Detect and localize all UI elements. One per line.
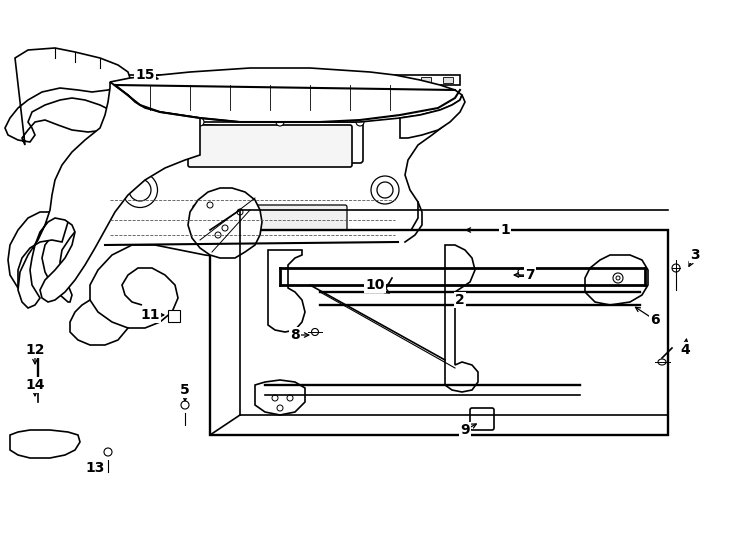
Bar [201, 77, 211, 83]
Bar [267, 77, 277, 83]
Text: 6: 6 [650, 313, 660, 327]
Circle shape [416, 108, 424, 116]
Text: 5: 5 [180, 383, 190, 397]
Text: 2: 2 [455, 293, 465, 307]
Text: 10: 10 [366, 278, 385, 292]
Bar [315, 72, 325, 78]
Bar [377, 77, 387, 83]
Polygon shape [18, 82, 200, 308]
Circle shape [196, 118, 204, 126]
Polygon shape [585, 255, 648, 305]
Circle shape [347, 79, 353, 85]
Text: 13: 13 [85, 461, 105, 475]
Bar [115, 75, 460, 85]
Polygon shape [268, 250, 305, 332]
Text: 1: 1 [500, 223, 510, 237]
Text: 8: 8 [290, 328, 300, 342]
Bar [333, 77, 343, 83]
Polygon shape [5, 48, 130, 145]
Circle shape [276, 118, 284, 126]
Text: 7: 7 [526, 268, 535, 282]
Text: 12: 12 [25, 343, 45, 357]
Circle shape [356, 118, 364, 126]
Text: 9: 9 [460, 423, 470, 437]
Text: 3: 3 [690, 248, 700, 262]
Polygon shape [188, 188, 262, 258]
Bar [179, 77, 189, 83]
Bar [245, 77, 255, 83]
Bar [157, 77, 167, 83]
Polygon shape [255, 380, 305, 415]
Bar [399, 77, 409, 83]
FancyBboxPatch shape [470, 408, 494, 430]
Circle shape [126, 114, 134, 122]
Bar [223, 77, 233, 83]
Polygon shape [400, 95, 465, 138]
Bar [225, 72, 235, 78]
Bar [289, 77, 299, 83]
Polygon shape [110, 68, 462, 122]
Bar [443, 77, 453, 83]
FancyBboxPatch shape [210, 230, 668, 435]
Polygon shape [445, 245, 478, 392]
Circle shape [407, 79, 413, 85]
Polygon shape [8, 212, 68, 295]
Bar [255, 72, 265, 78]
Bar [311, 77, 321, 83]
Bar [285, 72, 295, 78]
Text: 4: 4 [680, 343, 690, 357]
FancyBboxPatch shape [193, 205, 347, 234]
Circle shape [277, 79, 283, 85]
Text: 15: 15 [135, 68, 155, 82]
Text: 11: 11 [140, 308, 160, 322]
FancyBboxPatch shape [197, 122, 363, 163]
Polygon shape [42, 218, 80, 302]
Bar [355, 77, 365, 83]
Polygon shape [10, 430, 80, 458]
Bar [195, 72, 205, 78]
Bar [168, 310, 180, 322]
Bar [135, 77, 145, 83]
Circle shape [147, 79, 153, 85]
Text: 14: 14 [25, 378, 45, 392]
FancyBboxPatch shape [188, 125, 352, 167]
Circle shape [207, 79, 213, 85]
Bar [421, 77, 431, 83]
